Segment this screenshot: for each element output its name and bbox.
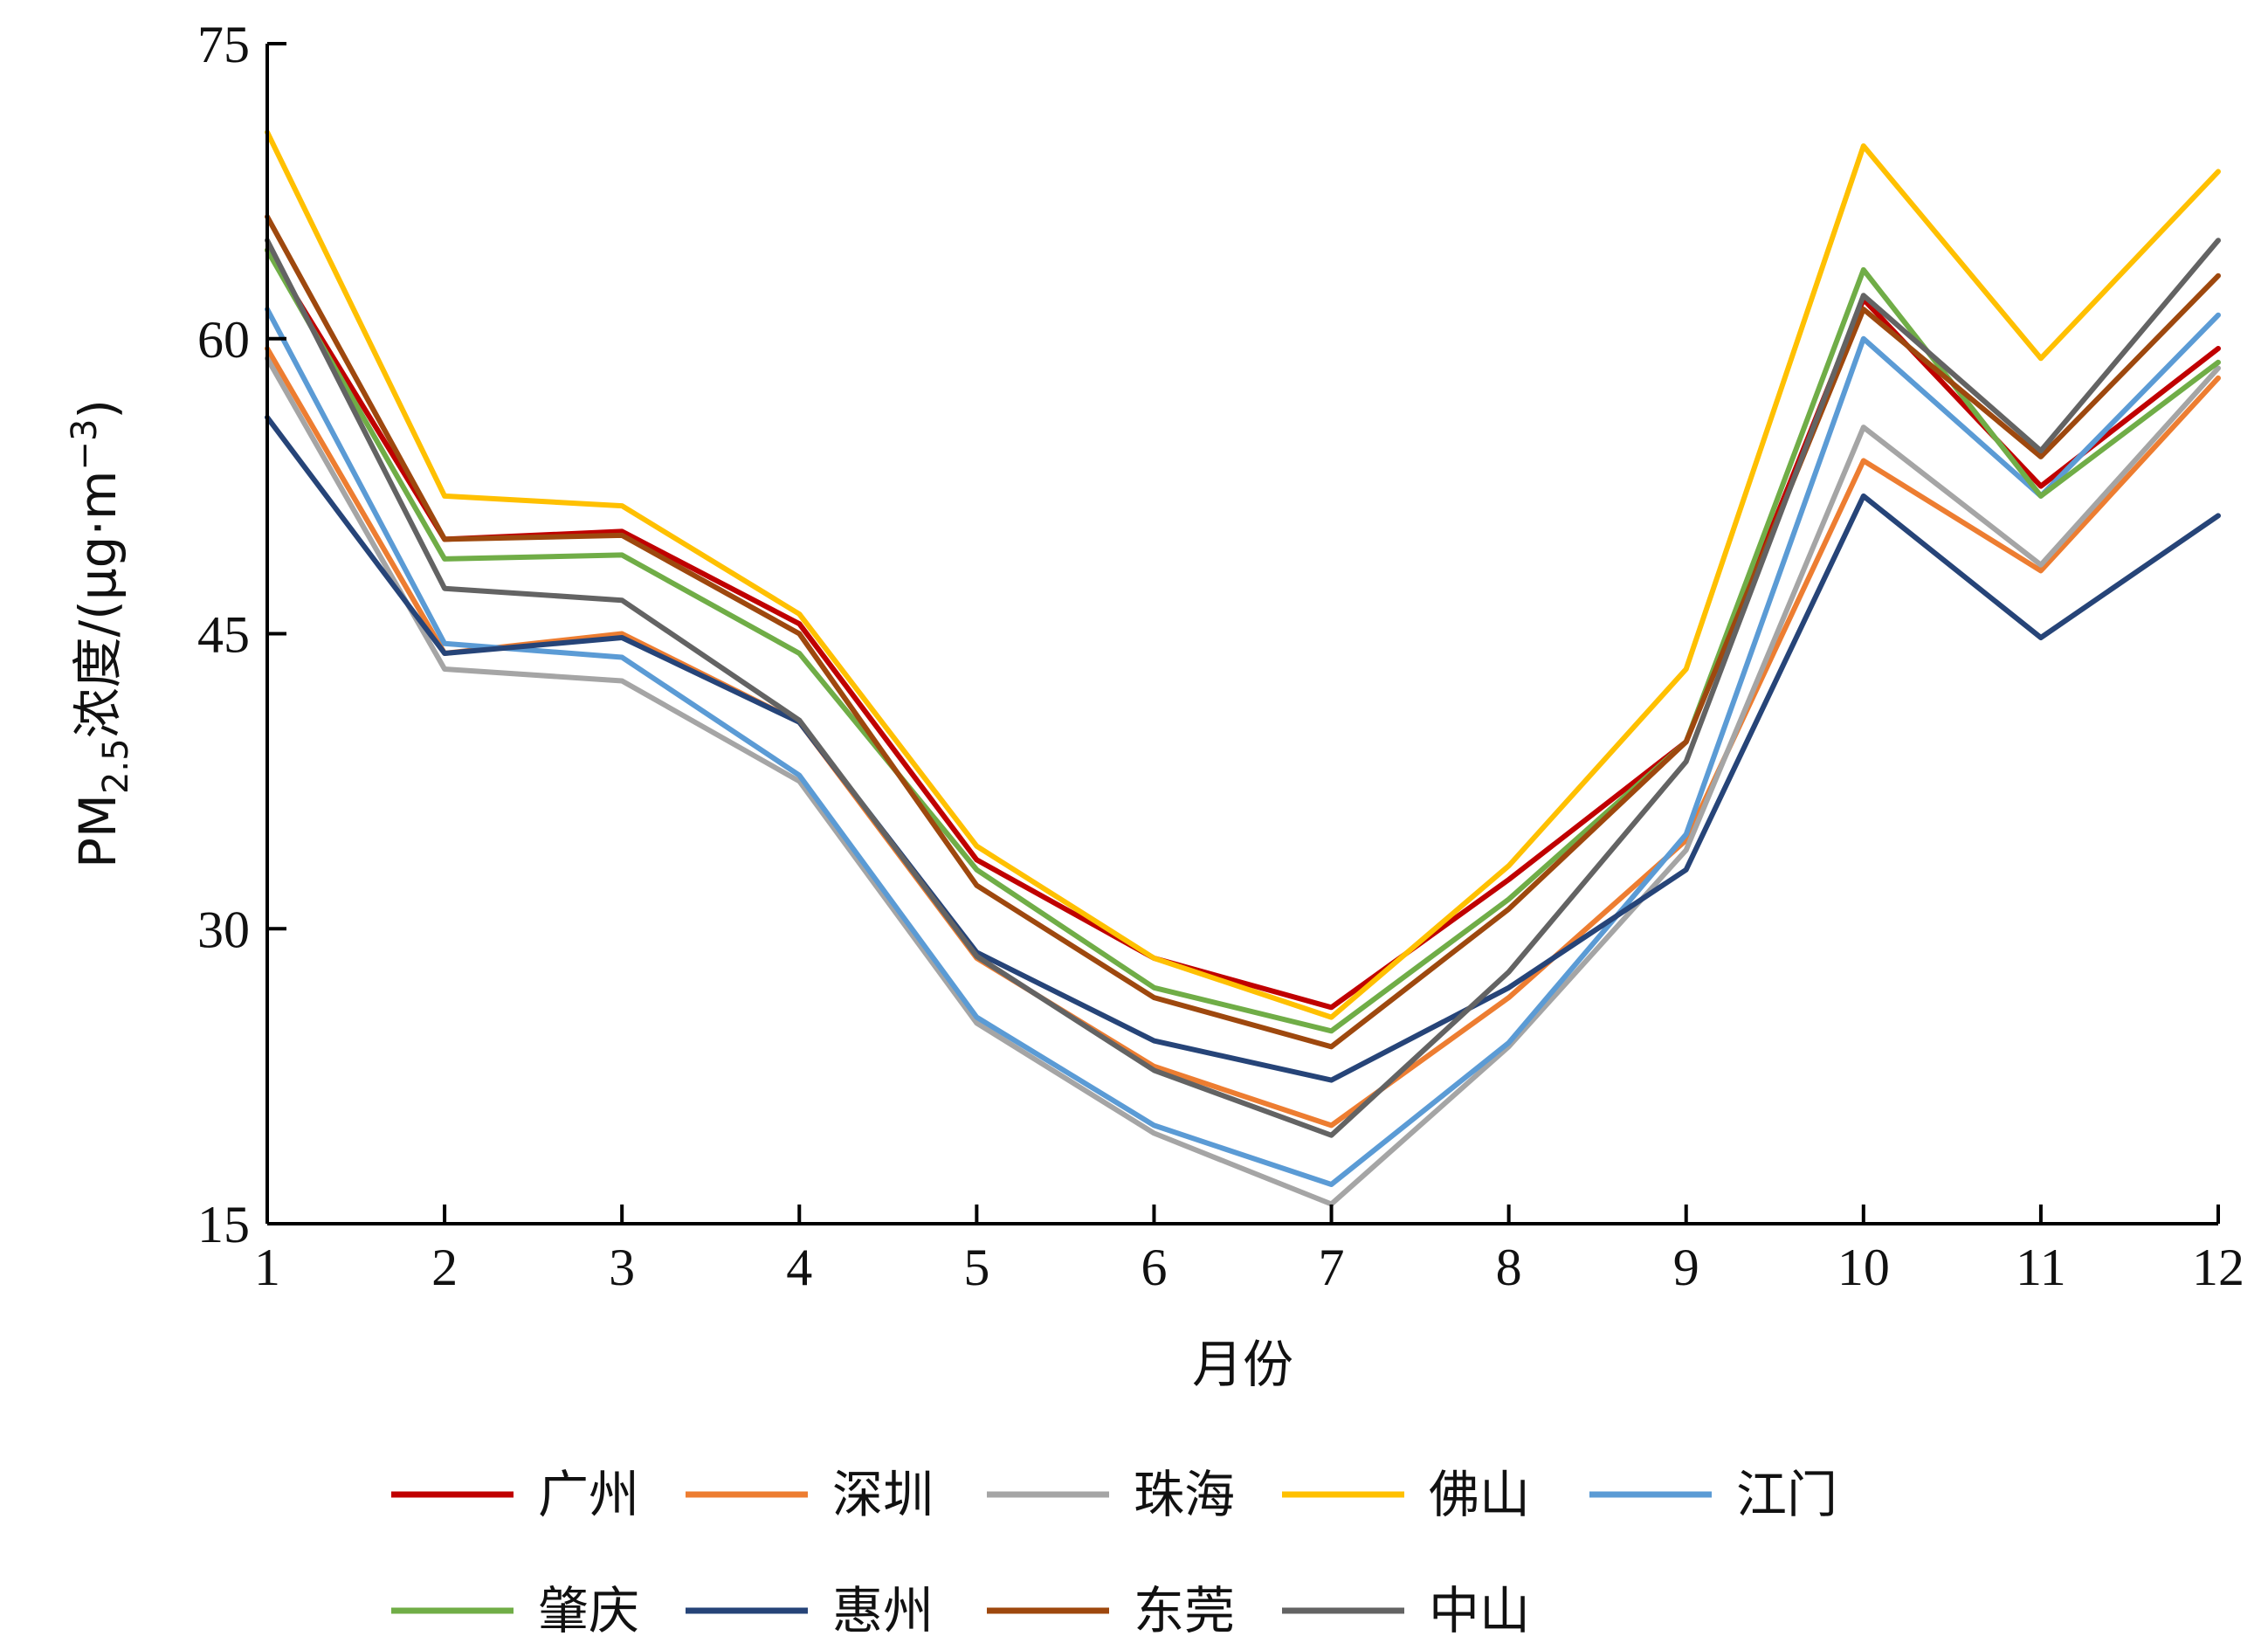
legend-label: 广州 [538, 1465, 639, 1524]
series-line-8 [265, 214, 2221, 1050]
x-tick-label: 7 [1319, 1239, 1345, 1296]
series-line-3 [265, 356, 2221, 1207]
x-tick-label: 3 [609, 1239, 635, 1296]
y-tick-label: 60 [197, 311, 250, 369]
x-tick-label: 6 [1141, 1239, 1167, 1296]
y-title-suffix: 浓度/(μg·m [68, 471, 128, 739]
legend-label: 中山 [1429, 1581, 1530, 1640]
x-tick-label: 5 [963, 1239, 989, 1296]
x-tick-label: 11 [2016, 1239, 2066, 1296]
series-line-4 [265, 129, 2221, 1020]
x-tick-label: 1 [254, 1239, 280, 1296]
y-axis-ticks: 15 30 45 60 75 [197, 16, 286, 1253]
plot-series-group [265, 129, 2221, 1207]
y-title-close: ) [68, 399, 128, 419]
legend-label: 深圳 [832, 1465, 934, 1524]
series-line-7 [265, 414, 2221, 1083]
x-axis-ticks: 1 2 3 4 5 6 7 8 9 10 11 12 [254, 1205, 2244, 1296]
series-line-5 [265, 307, 2221, 1187]
series-line-9 [265, 238, 2221, 1138]
x-tick-label: 8 [1496, 1239, 1522, 1296]
x-tick-label: 12 [2192, 1239, 2244, 1296]
series-line-2 [265, 346, 2221, 1129]
y-tick-label: 30 [197, 901, 250, 958]
y-tick-label: 45 [197, 606, 250, 664]
y-axis-title: PM2.5浓度/(μg·m−3) [65, 399, 136, 868]
legend-label: 惠州 [832, 1581, 934, 1640]
y-title-superscript: −3 [65, 419, 105, 471]
y-tick-label: 75 [197, 16, 250, 73]
y-title-prefix: PM [68, 794, 128, 868]
y-title-subscript: 2.5 [96, 738, 136, 794]
x-tick-label: 9 [1673, 1239, 1699, 1296]
legend-label: 江门 [1736, 1465, 1837, 1524]
legend-label: 肇庆 [538, 1581, 639, 1640]
legend-label: 东莞 [1134, 1581, 1235, 1640]
x-tick-label: 4 [786, 1239, 812, 1296]
x-tick-label: 2 [431, 1239, 458, 1296]
x-axis-title: 月份 [1192, 1335, 1293, 1394]
legend-label: 珠海 [1134, 1465, 1235, 1524]
series-line-6 [265, 247, 2221, 1034]
legend-label: 佛山 [1429, 1465, 1530, 1524]
x-tick-label: 10 [1837, 1239, 1890, 1296]
y-tick-label: 15 [197, 1196, 250, 1253]
